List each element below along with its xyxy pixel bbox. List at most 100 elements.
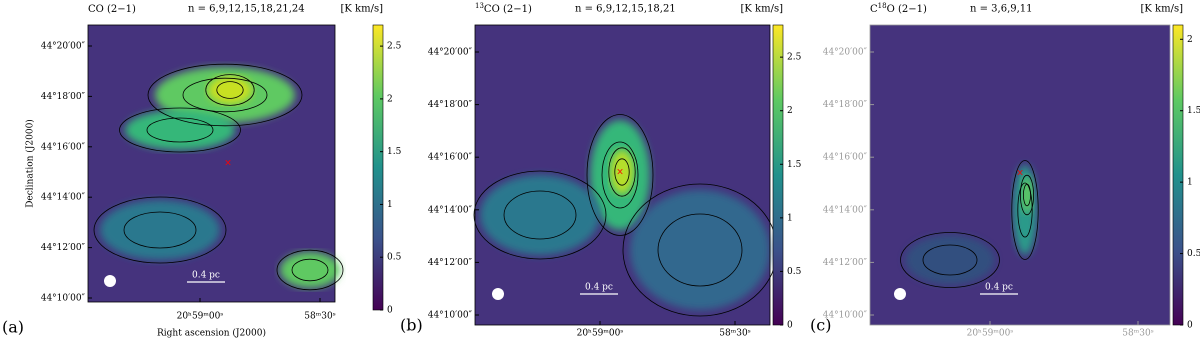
y-tick-label: 44°18′00″ [428, 100, 473, 110]
title-post: O (2−1) [887, 4, 927, 15]
emission [208, 76, 252, 104]
panel-label: (b) [400, 316, 423, 335]
colorbar-tick-label: 0.5 [387, 253, 402, 263]
x-axis-label: Right ascension (J2000) [157, 328, 266, 339]
y-tick-label: 44°10′00″ [428, 311, 473, 321]
y-tick-label: 44°16′00″ [428, 153, 473, 163]
emission [480, 175, 600, 255]
colorbar-unit: [K km/s] [341, 4, 384, 15]
colorbar-tick-label: 0.5 [787, 267, 802, 277]
colorbar-tick-label: 1 [1187, 178, 1193, 188]
colorbar-tick-label: 0 [1187, 321, 1193, 331]
contour [1020, 174, 1035, 216]
title-pre: CO (2−1) [88, 4, 136, 15]
colorbar-tick-label: 0 [387, 306, 393, 316]
emission [280, 252, 340, 288]
panel: × 0.4 pc 13CO (2−1) n = 6,9,12,15,18,21 [K k… [400, 2, 802, 339]
colorbar [1172, 24, 1184, 326]
beam [894, 288, 906, 300]
contour [146, 117, 214, 143]
colorbar-unit: [K km/s] [741, 4, 784, 15]
contour-levels: n = 6,9,12,15,18,21,24 [188, 4, 305, 15]
peak-marker: × [224, 159, 232, 169]
contour [147, 63, 303, 127]
colorbar-tick-label: 1.5 [387, 147, 402, 157]
colorbar-tick-label: 2 [387, 94, 393, 104]
x-tick-label: 58ᵐ30ˢ [304, 312, 335, 322]
y-tick-label: 44°12′00″ [41, 243, 86, 253]
emission [125, 110, 235, 150]
panel-label: (a) [2, 318, 24, 337]
emission [610, 150, 634, 194]
beam [492, 288, 504, 300]
x-tick-label: 58ᵐ30ˢ [1122, 329, 1153, 339]
map-frame [869, 24, 1171, 326]
y-axis-label: Declination (J2000) [25, 119, 36, 208]
title-post: CO (2−1) [484, 4, 532, 15]
x-tick-label: 20ʰ59ᵐ00ˢ [577, 329, 624, 339]
contour [614, 158, 630, 186]
colorbar-tick-label: 2.5 [387, 42, 402, 52]
contour [1023, 183, 1032, 207]
beam [104, 275, 116, 287]
title-sup: 13 [475, 2, 484, 10]
emission [630, 190, 770, 310]
colorbar-tick-label: 0 [787, 321, 793, 331]
contour [657, 213, 743, 287]
colorbar [372, 24, 384, 311]
contour [182, 77, 268, 113]
emission [1021, 177, 1033, 213]
y-tick-label: 44°16′00″ [823, 153, 868, 163]
y-tick-label: 44°20′00″ [823, 48, 868, 58]
y-tick-label: 44°14′00″ [428, 205, 473, 215]
y-tick-label: 44°18′00″ [41, 92, 86, 102]
title-pre: C [870, 4, 878, 15]
peak-marker: × [1016, 169, 1024, 179]
contour [608, 147, 636, 197]
y-tick-label: 44°14′00″ [41, 193, 86, 203]
scale-bar-label: 0.4 pc [985, 283, 1013, 293]
x-tick-label: 20ʰ59ᵐ00ˢ [177, 312, 224, 322]
contour [123, 211, 197, 249]
contour-levels: n = 3,6,9,11 [970, 4, 1033, 15]
x-tick-label: 58ᵐ30ˢ [719, 329, 750, 339]
contour [1011, 160, 1039, 260]
y-tick-label: 44°10′00″ [823, 311, 868, 321]
y-tick-label: 44°16′00″ [41, 142, 86, 152]
colorbar-tick-label: 1 [387, 200, 393, 210]
colorbar-tick-label: 2 [1187, 35, 1193, 45]
contour [922, 244, 978, 276]
colorbar-tick-label: 1.5 [1187, 106, 1200, 116]
colorbar-tick-label: 1.5 [787, 160, 802, 170]
contour [601, 141, 639, 209]
map-frame [474, 24, 771, 326]
panel-label: (c) [810, 316, 831, 335]
x-tick-label: 20ʰ59ᵐ00ˢ [967, 329, 1014, 339]
title-sup: 18 [878, 2, 887, 10]
contour [473, 170, 607, 260]
colorbar-tick-label: 2.5 [787, 53, 802, 63]
panel-title: C18O (2−1) [870, 2, 927, 15]
contour [276, 249, 344, 291]
y-tick-label: 44°18′00″ [823, 100, 868, 110]
contour-levels: n = 6,9,12,15,18,21 [575, 4, 676, 15]
contour [291, 258, 329, 282]
colorbar-unit: [K km/s] [1141, 4, 1184, 15]
panel: × 0.4 pc CO (2−1) n = 6,9,12,15,18,21,24 [K … [2, 4, 402, 339]
contour [216, 81, 244, 99]
y-tick-label: 44°20′00″ [41, 42, 86, 52]
colorbar-tick-label: 1 [787, 213, 793, 223]
contour [1017, 182, 1033, 238]
y-tick-label: 44°10′00″ [41, 294, 86, 304]
panel-title: CO (2−1) [88, 4, 136, 15]
colorbar [772, 24, 784, 326]
y-tick-label: 44°14′00″ [823, 205, 868, 215]
y-tick-label: 44°20′00″ [428, 48, 473, 58]
contour [503, 190, 577, 240]
contour [205, 74, 255, 106]
y-tick-label: 44°12′00″ [428, 258, 473, 268]
scale-bar-label: 0.4 pc [585, 283, 613, 293]
contour [586, 114, 654, 236]
